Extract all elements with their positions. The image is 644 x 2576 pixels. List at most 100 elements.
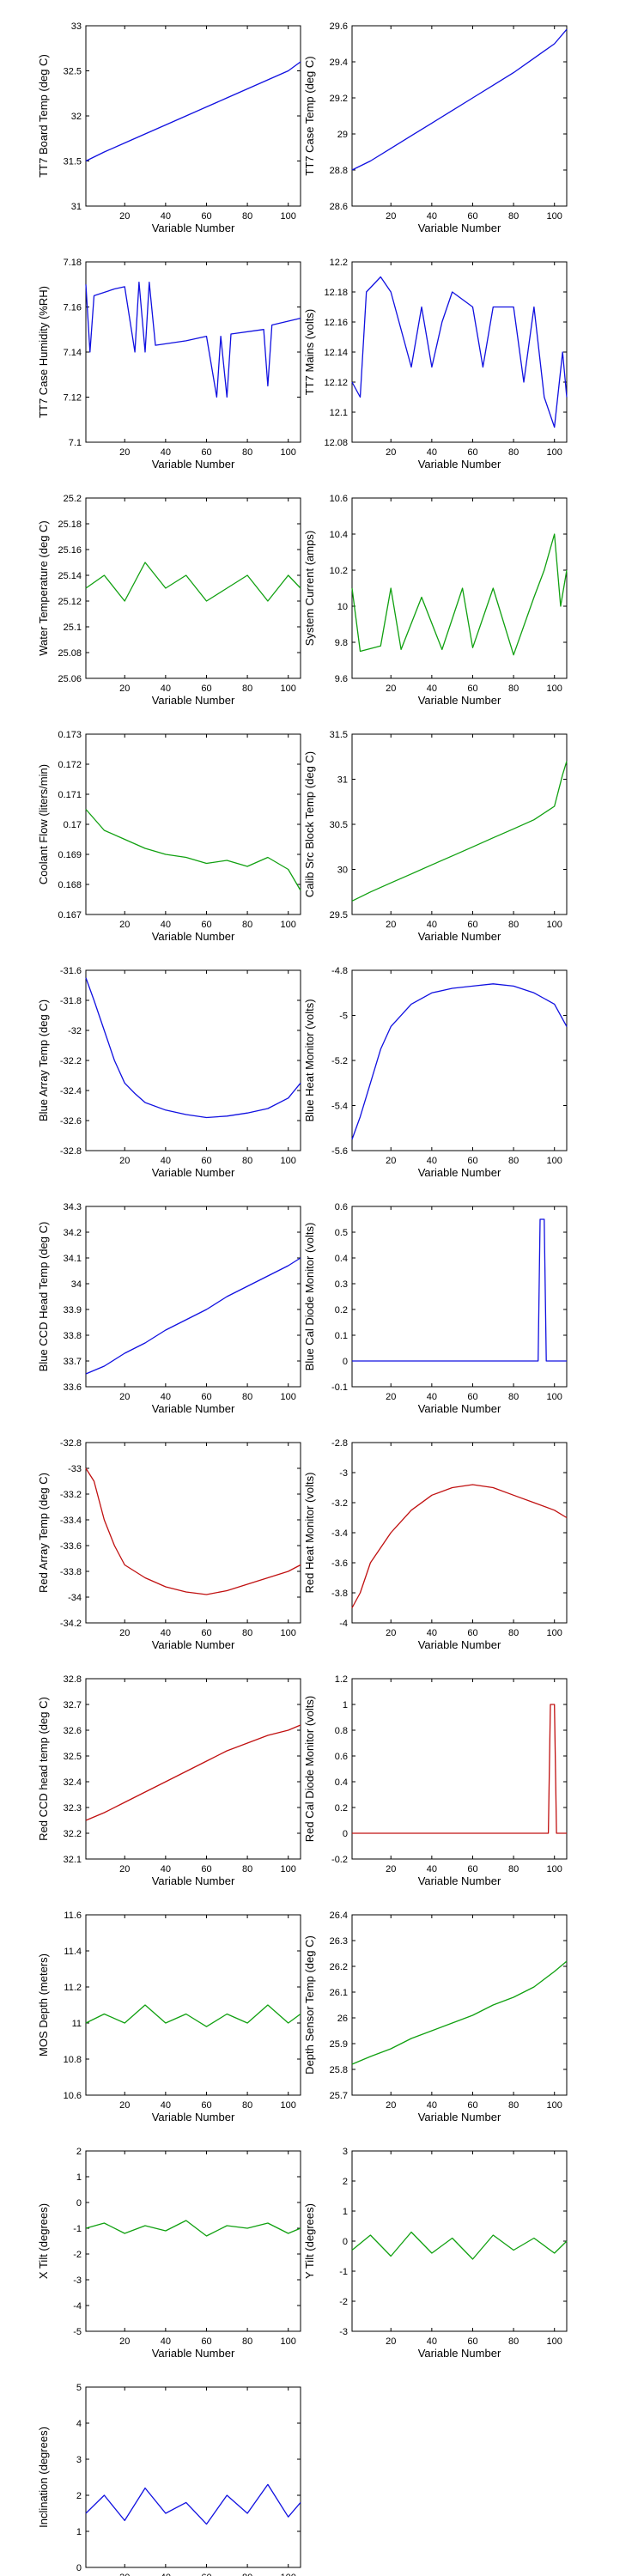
y-axis-label: Blue Cal Diode Monitor (volts) [303,1223,316,1371]
chart-panel: -0.2 0 0.2 0.4 0.6 0.8 1 1.2 20 40 60 80 100 Variable… [303,1674,568,1887]
x-axis-label: Variable Number [152,1402,235,1415]
y-tick-label: 34.3 [64,1202,82,1212]
y-tick-label: 26.1 [330,1988,348,1998]
y-tick-label: -0.2 [331,1855,348,1865]
x-tick-label: 20 [386,683,396,694]
y-tick-label: 33.7 [64,1357,82,1367]
series-line [85,2483,301,2525]
x-tick-label: 60 [467,920,477,930]
y-axis-label: Water Temperature (deg C) [37,520,50,656]
y-tick-label: 9.6 [335,674,348,684]
x-tick-label: 40 [427,1156,437,1166]
series-line [351,983,568,1140]
chart-panel: 25.7 25.8 25.9 26 26.1 26.2 26.3 26.4 20 40 60 80 10… [303,1911,568,2123]
x-tick-label: 60 [201,683,211,694]
y-tick-label: 1 [343,1700,348,1710]
x-tick-label: 80 [508,920,519,930]
y-tick-label: -32.4 [60,1086,82,1097]
series-line [351,1484,568,1608]
series-line [351,533,568,656]
y-tick-label: 25.9 [330,2039,348,2050]
y-tick-label: 1.2 [335,1674,348,1685]
y-tick-label: 11.2 [64,1983,82,1993]
y-tick-label: 25.14 [58,571,82,581]
y-tick-label: 0.4 [335,1254,348,1264]
y-tick-label: 31.5 [64,157,82,167]
y-tick-label: 32.5 [64,1752,82,1762]
y-axis-label: TT7 Case Temp (deg C) [303,56,316,175]
y-tick-label: 0.168 [58,880,82,890]
x-tick-label: 100 [281,2573,296,2576]
x-tick-label: 80 [508,1392,519,1402]
y-tick-label: -3.4 [331,1528,348,1539]
x-tick-label: 20 [386,920,396,930]
y-tick-label: 10.8 [64,2055,82,2065]
plot-frame [85,497,301,679]
y-axis-label: Blue Array Temp (deg C) [37,999,50,1121]
y-tick-label: 2 [76,2147,82,2157]
series-line [85,1467,301,1595]
plot-frame [351,1914,568,2096]
y-axis-label: TT7 Case Humidity (%RH) [37,286,50,418]
x-tick-label: 40 [161,1392,171,1402]
x-tick-label: 100 [547,447,562,458]
y-tick-label: 29.2 [330,94,348,104]
x-tick-label: 60 [467,447,477,458]
y-tick-label: 32 [71,112,82,122]
chart-panel: 32.1 32.2 32.3 32.4 32.5 32.6 32.7 32.8 20 40 60 80… [37,1674,301,1887]
plot-frame [85,2386,301,2568]
x-tick-label: 40 [427,2336,437,2347]
x-tick-label: 100 [281,2100,296,2111]
series-line [85,2004,301,2027]
plot-frame [85,25,301,207]
y-tick-label: 0.17 [64,820,82,830]
series-line [351,1960,568,2065]
x-tick-label: 20 [119,211,130,222]
series-line [85,562,301,602]
y-tick-label: -3 [339,2327,348,2337]
y-axis-label: System Current (amps) [303,531,316,646]
y-tick-label: -32.8 [60,1146,82,1157]
y-tick-label: 12.14 [324,348,348,358]
y-tick-label: -5.4 [331,1102,348,1112]
x-tick-label: 100 [281,2336,296,2347]
y-tick-label: 25.16 [58,545,82,556]
y-tick-label: 32.5 [64,67,82,77]
x-tick-label: 40 [427,1628,437,1638]
y-tick-label: -34 [68,1593,82,1603]
y-tick-label: 25.8 [330,2065,348,2075]
chart-panel: 33.6 33.7 33.8 33.9 34 34.1 34.2 34.3 20 40 60 80 10… [37,1202,301,1415]
x-tick-label: 80 [242,1156,252,1166]
y-tick-label: -0.1 [331,1382,348,1393]
chart-panel: 9.6 9.8 10 10.2 10.4 10.6 20 40 60 80 100 Variable … [303,494,568,707]
y-tick-label: 10.6 [64,2091,82,2101]
x-tick-label: 100 [547,1864,562,1874]
y-tick-label: 0.1 [335,1331,348,1341]
y-tick-label: 34.1 [64,1254,82,1264]
x-tick-label: 20 [119,920,130,930]
y-tick-label: 30.5 [330,820,348,830]
y-axis-label: Blue Heat Monitor (volts) [303,999,316,1121]
chart-panel: -3 -2 -1 0 1 2 3 20 40 60 80 100 Variable Number Y Ti… [303,2147,568,2360]
y-tick-label: -4.8 [331,966,348,976]
x-tick-label: 60 [467,1156,477,1166]
x-tick-label: 100 [281,1864,296,1874]
y-tick-label: 25.12 [58,597,82,607]
x-tick-label: 60 [467,1392,477,1402]
x-axis-label: Variable Number [152,2111,235,2123]
x-tick-label: 40 [161,2573,171,2576]
y-tick-label: 0.172 [58,760,82,770]
x-tick-label: 20 [119,1628,130,1638]
chart-panel: 25.06 25.08 25.1 25.12 25.14 25.16 25.18 25.2 20… [37,494,301,707]
plot-frame [351,733,568,915]
y-tick-label: -32.6 [60,1116,82,1127]
y-tick-label: -4 [73,2301,82,2312]
chart-panel: 29.5 30 30.5 31 31.5 20 40 60 80 100 Variable Numb… [303,730,568,943]
x-tick-label: 100 [547,683,562,694]
x-tick-label: 60 [467,683,477,694]
x-tick-label: 60 [201,1864,211,1874]
y-tick-label: 10.2 [330,566,348,576]
chart-panel: 28.6 28.8 29 29.2 29.4 29.6 20 40 60 80 100 Variabl… [303,21,568,234]
y-axis-label: Inclination (degrees) [37,2427,50,2528]
y-tick-label: 25.06 [58,674,82,684]
